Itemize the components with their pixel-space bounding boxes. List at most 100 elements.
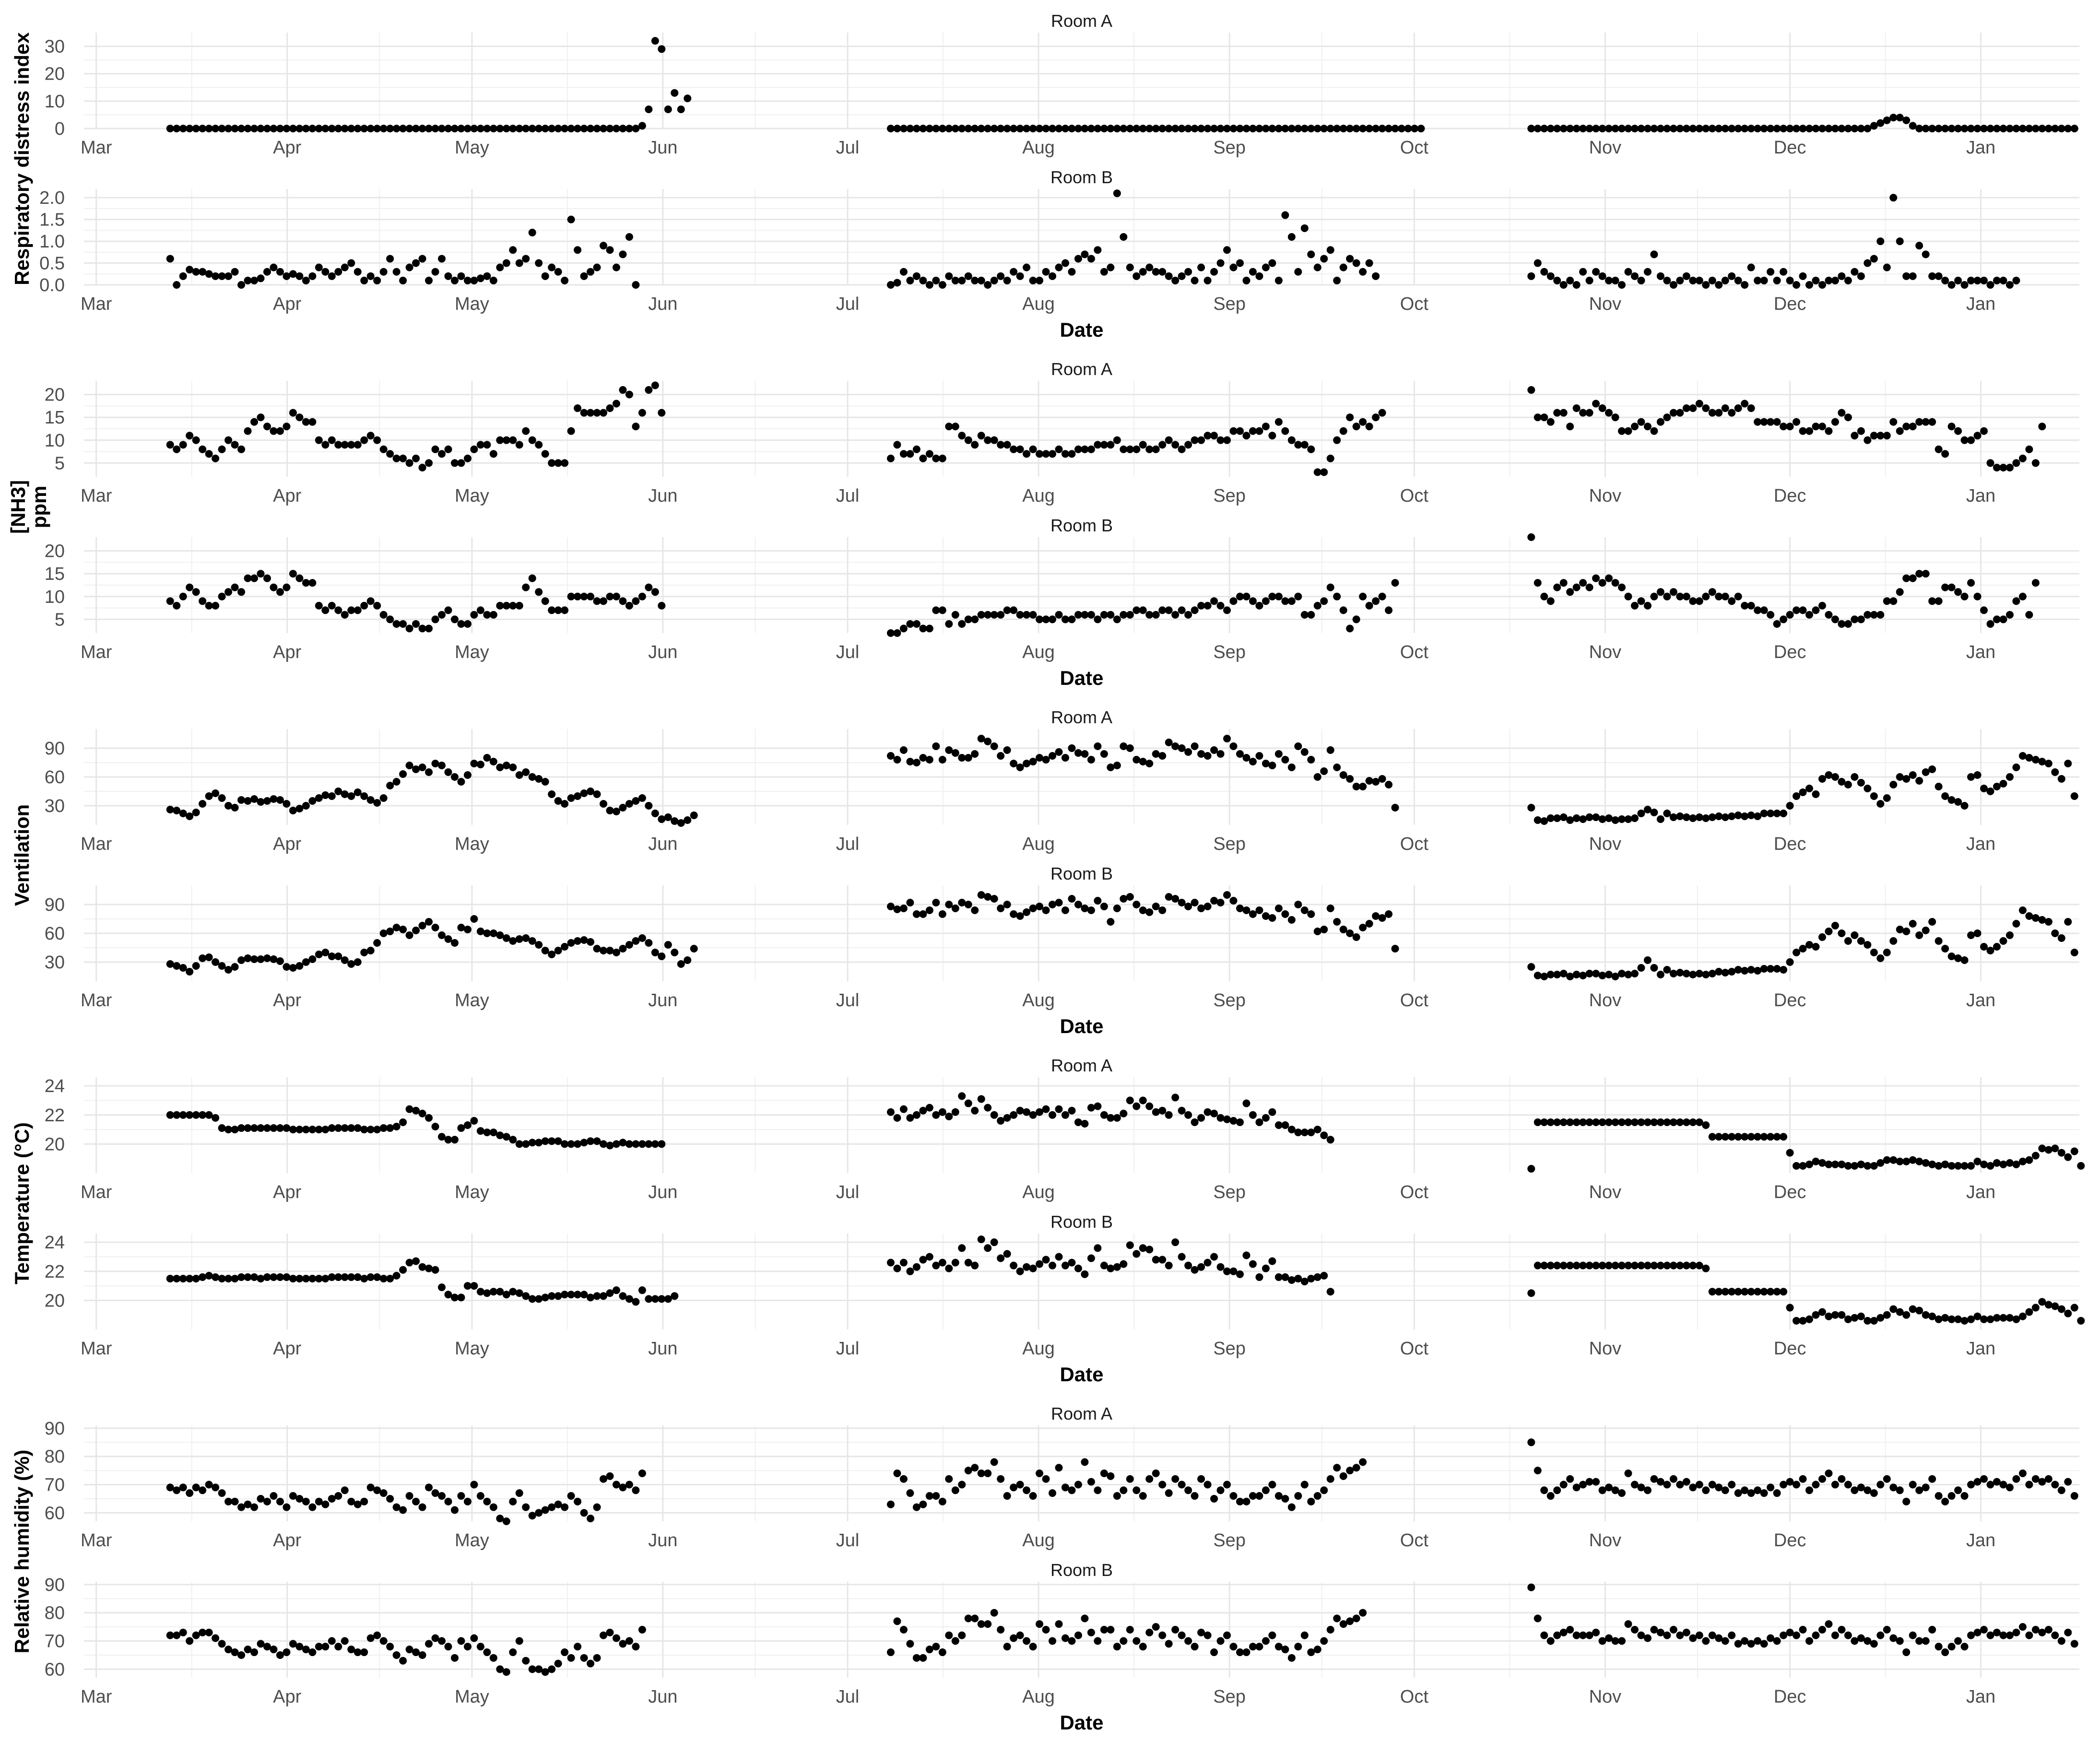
data-point [1546, 1637, 1555, 1645]
data-point [1003, 1492, 1011, 1500]
data-point [412, 620, 420, 628]
data-point [1029, 1111, 1037, 1119]
data-point [1126, 893, 1134, 901]
y-axis-title: Temperature (°C) [11, 1122, 33, 1284]
data-point [2012, 1315, 2020, 1323]
data-point [444, 935, 452, 943]
data-point [1876, 1314, 1885, 1322]
data-point [1320, 767, 1328, 775]
data-point [925, 450, 933, 458]
data-point [1049, 615, 1057, 623]
data-point [528, 937, 536, 945]
data-point [2057, 125, 2065, 132]
data-point [1857, 1312, 1865, 1320]
data-point [1229, 427, 1238, 435]
x-tick-label: Mar [81, 486, 112, 506]
data-point [1333, 1614, 1341, 1622]
x-tick-label: Nov [1589, 486, 1622, 506]
data-point [1669, 125, 1677, 132]
data-point [1954, 954, 1962, 962]
data-point [1262, 1486, 1270, 1494]
data-point [919, 276, 927, 284]
data-point [1650, 427, 1658, 435]
data-point [1618, 427, 1626, 435]
data-point [1960, 1162, 1969, 1170]
data-point [1287, 764, 1296, 771]
data-point [1812, 423, 1820, 431]
data-point [893, 1470, 901, 1477]
data-point [990, 742, 998, 750]
data-point [1068, 1258, 1076, 1267]
data-point [308, 955, 317, 963]
data-point [1087, 611, 1095, 619]
data-point [632, 423, 640, 431]
data-point [431, 1634, 439, 1642]
data-point [308, 272, 317, 280]
data-point [1896, 1157, 1904, 1165]
data-point [1941, 450, 1949, 458]
data-point [231, 583, 239, 591]
data-point [1889, 1156, 1898, 1164]
data-point [1333, 125, 1341, 132]
data-point [1838, 1475, 1846, 1483]
data-point [166, 960, 174, 968]
data-point [1741, 967, 1749, 975]
data-point [1352, 783, 1360, 790]
data-point [1120, 125, 1128, 132]
data-point [984, 281, 992, 289]
data-point [1139, 758, 1147, 765]
data-point [528, 436, 536, 444]
data-point [334, 441, 342, 449]
data-point [334, 1273, 342, 1281]
data-point [1676, 592, 1684, 600]
data-point [984, 611, 992, 619]
data-point [1883, 1475, 1891, 1483]
data-point [919, 1256, 927, 1264]
data-point [1055, 1620, 1063, 1628]
data-point [199, 1111, 207, 1119]
data-point [574, 1140, 582, 1148]
data-point [1611, 973, 1619, 980]
data-point [1061, 906, 1069, 914]
data-point [1624, 1261, 1632, 1270]
data-point [1598, 579, 1606, 587]
data-point [1967, 931, 1975, 939]
data-point [1274, 418, 1283, 426]
data-point [1928, 1475, 1936, 1483]
data-point [295, 962, 304, 970]
data-point [341, 125, 349, 132]
data-point [2012, 1160, 2020, 1168]
data-point [2057, 775, 2065, 783]
data-point [328, 272, 336, 280]
data-point [964, 436, 972, 444]
data-point [1365, 920, 1373, 928]
data-point [984, 125, 992, 132]
data-point [425, 459, 433, 467]
data-point [977, 1235, 985, 1244]
data-point [1793, 606, 1801, 614]
data-point [1902, 116, 1911, 124]
data-point [1294, 268, 1302, 276]
data-point [1229, 597, 1238, 605]
data-point [1255, 752, 1263, 760]
data-point [1960, 1643, 1969, 1651]
data-point [457, 125, 465, 132]
data-point [1831, 418, 1839, 426]
data-point [1909, 1481, 1917, 1489]
x-tick-label: Jul [836, 486, 860, 506]
data-point [1087, 1478, 1095, 1486]
data-point [1922, 768, 1930, 776]
data-point [1385, 781, 1393, 788]
data-point [1960, 281, 1969, 289]
data-point [1896, 1637, 1904, 1645]
data-point [1870, 122, 1878, 130]
data-point [489, 758, 497, 765]
data-point [1372, 413, 1380, 422]
data-point [1650, 1475, 1658, 1483]
data-point [1236, 905, 1244, 912]
data-point [1935, 125, 1943, 132]
data-point [1624, 427, 1632, 435]
data-point [554, 459, 562, 467]
data-point [166, 441, 174, 449]
